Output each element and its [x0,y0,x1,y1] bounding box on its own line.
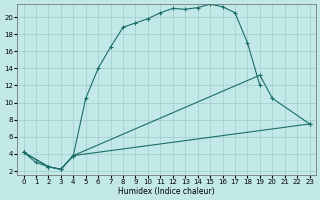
X-axis label: Humidex (Indice chaleur): Humidex (Indice chaleur) [118,187,215,196]
